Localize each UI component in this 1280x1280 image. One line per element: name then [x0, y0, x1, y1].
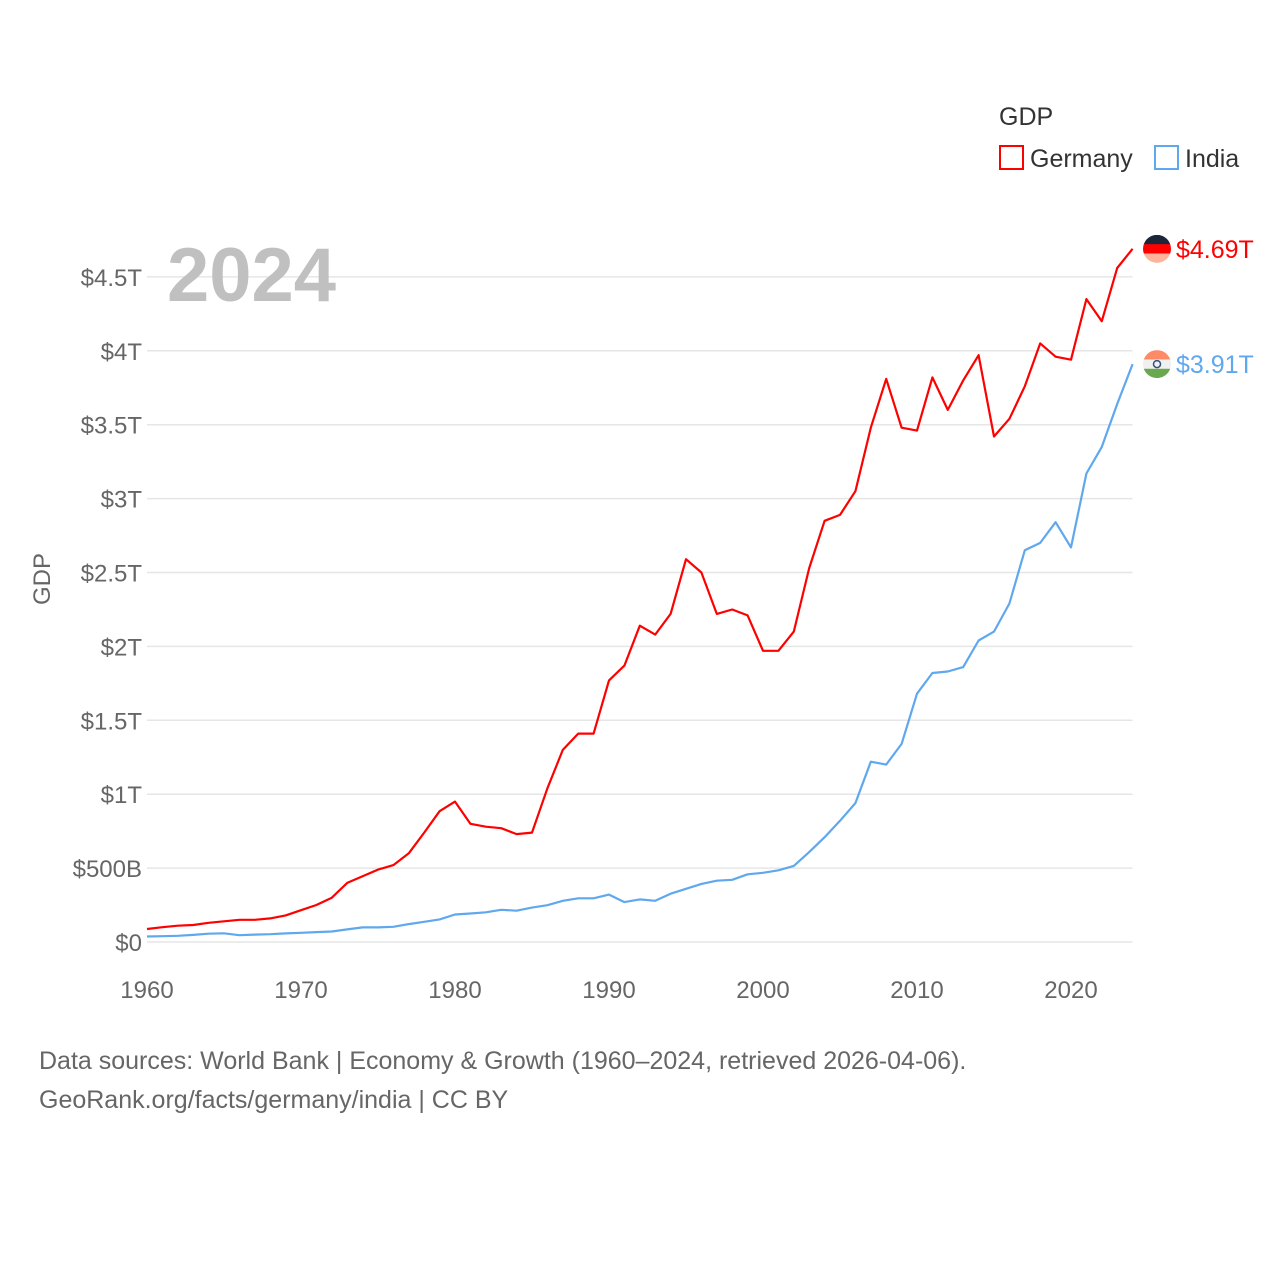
series-end-markers: $4.69T $3.91T: [1143, 234, 1254, 379]
x-tick-label: 2000: [736, 977, 789, 1004]
source-line-1: Data sources: World Bank | Economy & Gro…: [39, 1047, 966, 1075]
series-lines: [146, 248, 1134, 938]
y-tick-label: $4T: [101, 339, 143, 366]
y-tick-label: $2.5T: [81, 561, 143, 588]
y-tick-label: $2T: [101, 634, 143, 661]
legend-item-germany[interactable]: Germany: [999, 145, 1133, 173]
legend-title: GDP: [999, 103, 1053, 131]
legend-label-india: India: [1185, 145, 1239, 173]
x-axis-ticks: 1960 1970 1980 1990 2000 2010 2020: [120, 977, 1097, 1004]
y-tick-label: $3T: [101, 487, 143, 514]
year-watermark: 2024: [167, 233, 336, 318]
series-line-india: [146, 363, 1134, 938]
end-label-germany: $4.69T: [1176, 236, 1254, 264]
y-tick-label: $0: [115, 930, 142, 957]
gridlines: [147, 276, 1133, 943]
y-axis-label: GDP: [29, 553, 56, 605]
flag-india-icon: [1143, 350, 1171, 379]
x-tick-label: 1990: [582, 977, 635, 1004]
x-tick-label: 1960: [120, 977, 173, 1004]
flag-germany-icon: [1143, 234, 1171, 263]
source-line-2[interactable]: GeoRank.org/facts/germany/india | CC BY: [39, 1086, 509, 1114]
x-tick-label: 1970: [274, 977, 327, 1004]
legend-swatch-germany: [999, 145, 1024, 170]
legend-swatch-india: [1154, 145, 1179, 170]
y-tick-label: $1.5T: [81, 708, 143, 735]
end-label-india: $3.91T: [1176, 351, 1254, 379]
y-tick-label: $500B: [73, 856, 142, 883]
legend-item-india[interactable]: India: [1154, 145, 1239, 173]
x-tick-label: 1980: [428, 977, 481, 1004]
y-tick-label: $4.5T: [81, 265, 143, 292]
legend: GDP Germany India: [999, 103, 1239, 173]
y-axis-ticks: $0 $500B $1T $1.5T $2T $2.5T $3T $3.5T $4T $4.5T: [73, 265, 143, 957]
x-tick-label: 2010: [890, 977, 943, 1004]
series-line-germany: [146, 248, 1134, 931]
y-tick-label: $1T: [101, 782, 143, 809]
x-tick-label: 2020: [1044, 977, 1097, 1004]
y-tick-label: $3.5T: [81, 413, 143, 440]
legend-label-germany: Germany: [1030, 145, 1133, 173]
